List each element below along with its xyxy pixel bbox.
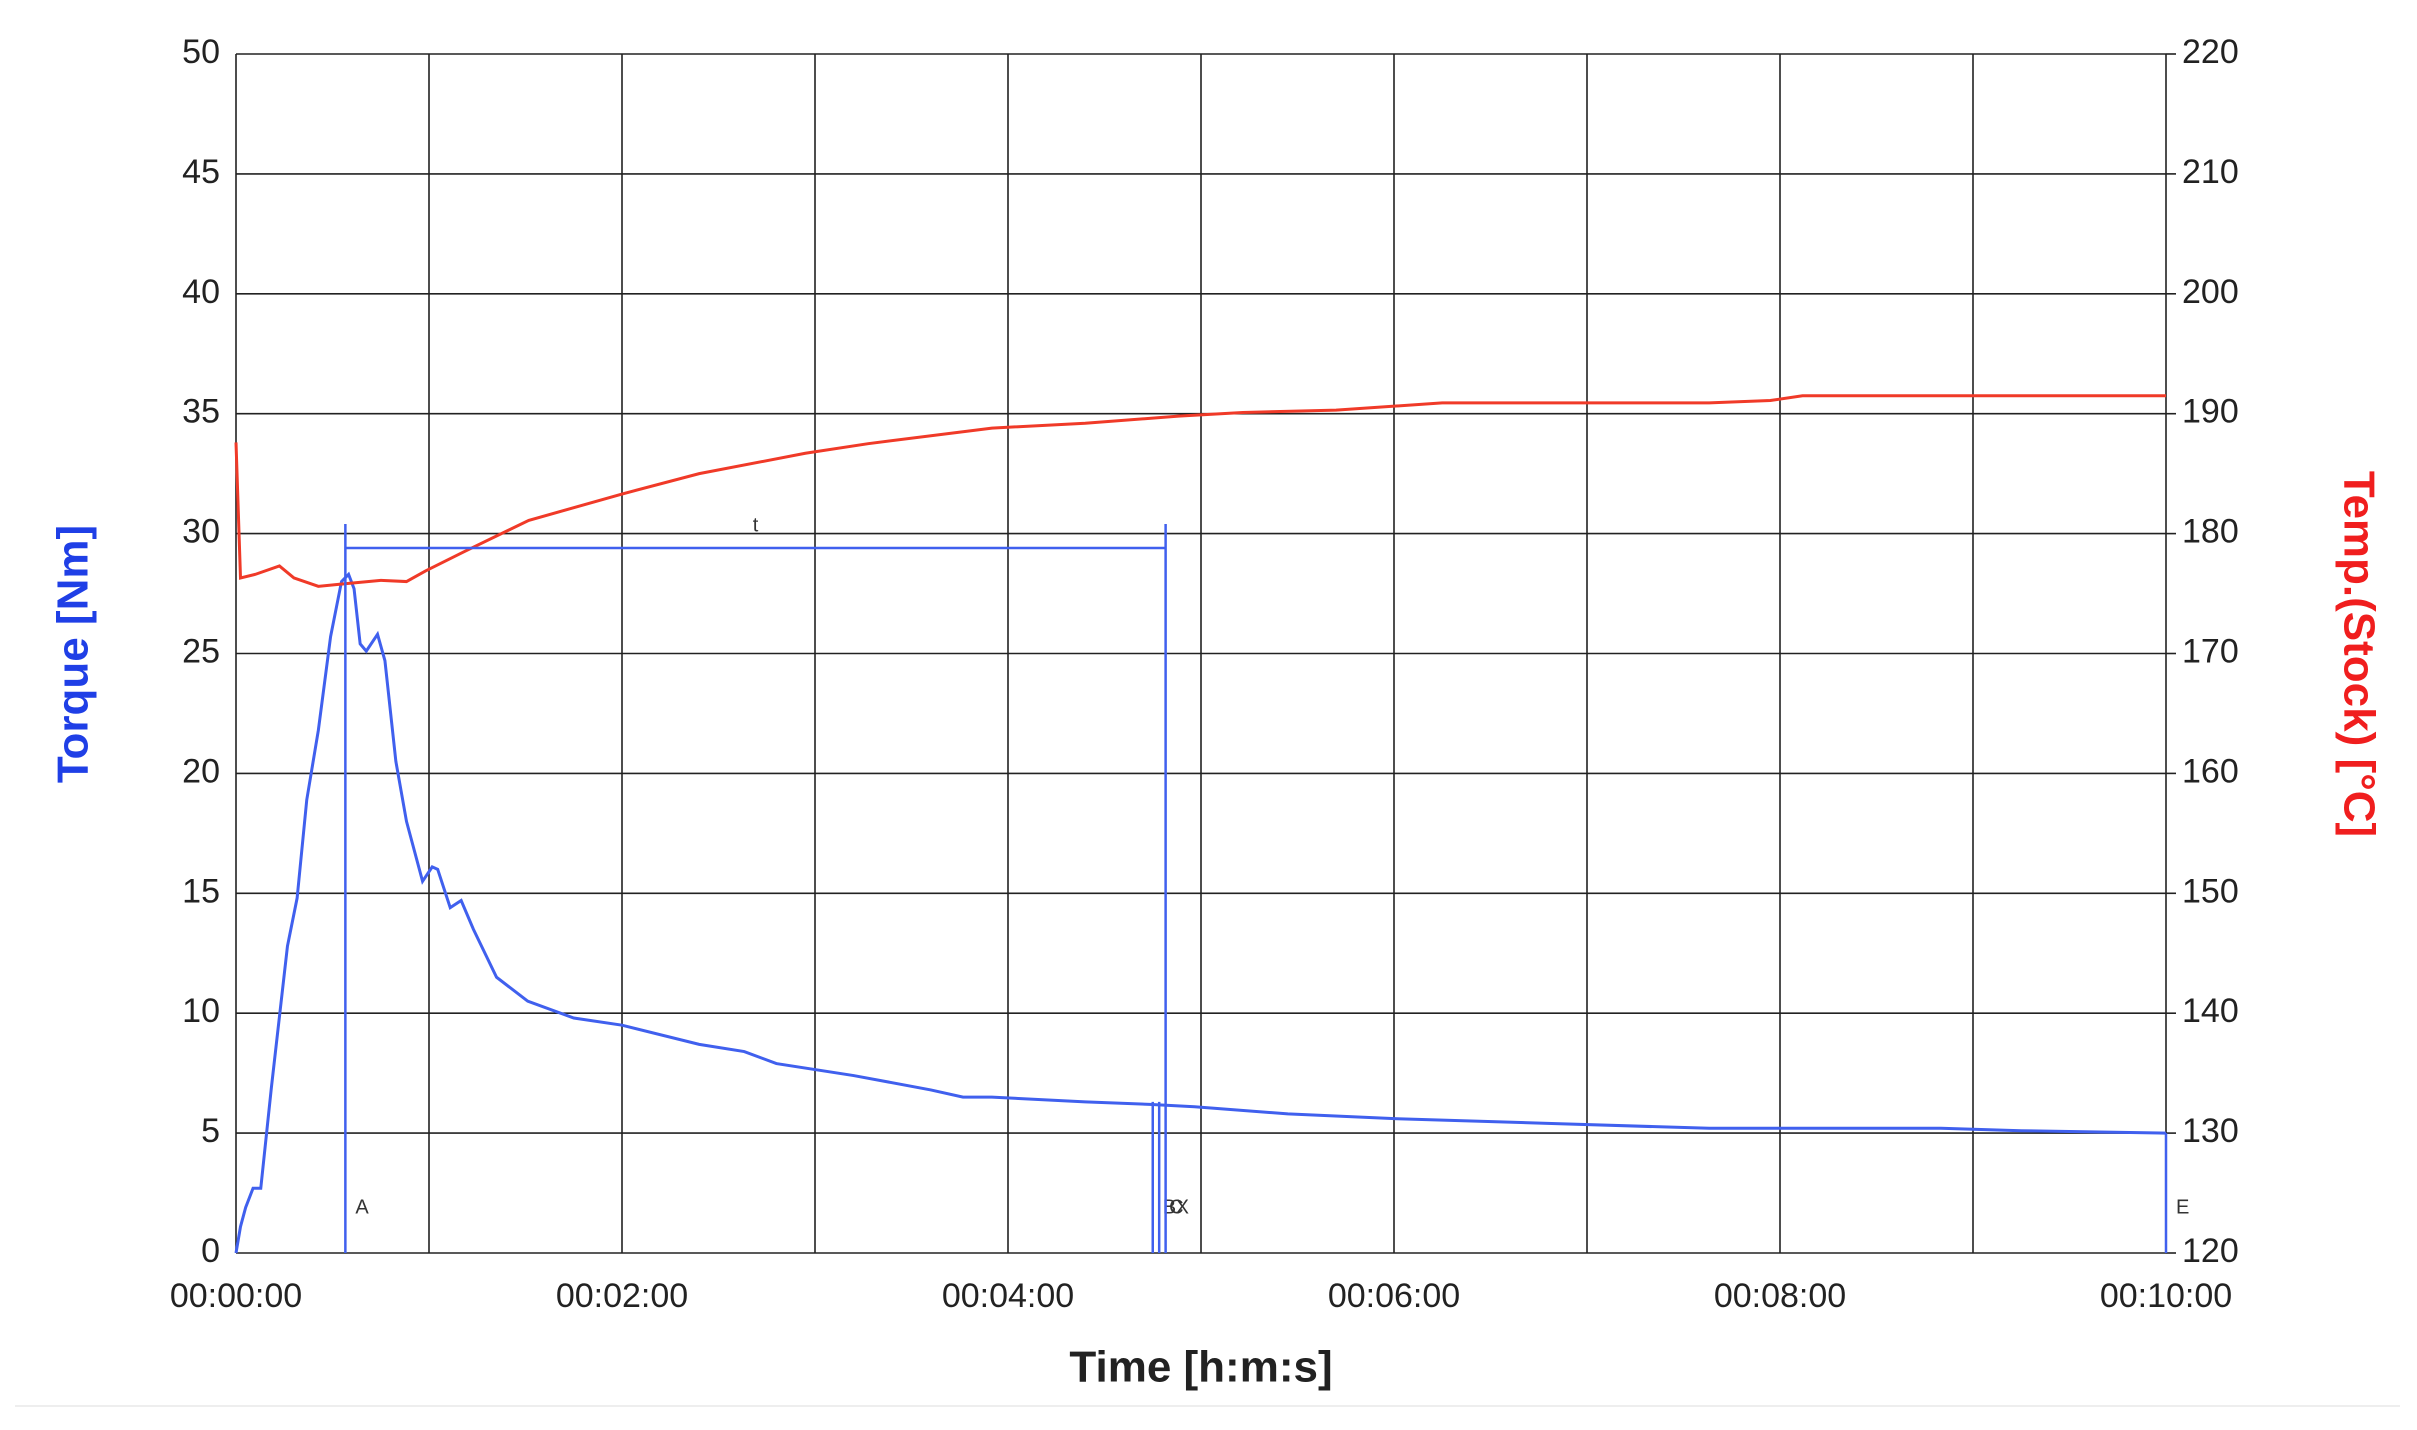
marker-label: A <box>355 1196 369 1218</box>
y2-tick-label: 150 <box>2182 872 2239 910</box>
x-tick-label: 00:00:00 <box>170 1277 302 1315</box>
y-tick-label: 35 <box>182 393 220 431</box>
y2-tick-label: 210 <box>2182 153 2239 191</box>
series-line <box>234 394 2166 588</box>
x-tick-label: 00:10:00 <box>2100 1277 2232 1315</box>
y-tick-label: 30 <box>182 513 220 551</box>
y-tick-label: 0 <box>201 1232 220 1270</box>
marker-label: E <box>2176 1196 2189 1218</box>
x-axis-title: Time [h:m:s] <box>1069 1343 1332 1392</box>
y-tick-label: 20 <box>182 752 220 790</box>
x-tick-label: 00:08:00 <box>1714 1277 1846 1315</box>
marker-label: X <box>1176 1196 1189 1218</box>
y2-tick-label: 220 <box>2182 33 2239 71</box>
y2-tick-label: 130 <box>2182 1112 2239 1150</box>
y2-tick-label: 140 <box>2182 992 2239 1030</box>
y-tick-label: 40 <box>182 273 220 311</box>
x-tick-label: 00:06:00 <box>1328 1277 1460 1315</box>
interval-label: t <box>753 514 759 536</box>
x-tick-label: 00:02:00 <box>556 1277 688 1315</box>
y2-axis-title: Temp.(Stock) [°C] <box>2334 471 2383 837</box>
y2-tick-label: 180 <box>2182 513 2239 551</box>
y2-tick-label: 200 <box>2182 273 2239 311</box>
y2-tick-label: 120 <box>2182 1232 2239 1270</box>
y-tick-label: 50 <box>182 33 220 71</box>
y-tick-label: 25 <box>182 632 220 670</box>
y-axis-title: Torque [Nm] <box>49 525 98 783</box>
y-tick-label: 45 <box>182 153 220 191</box>
marker-label: C <box>1169 1196 1183 1218</box>
y-tick-label: 10 <box>182 992 220 1030</box>
series-line <box>234 571 2167 1254</box>
y-tick-label: 15 <box>182 872 220 910</box>
y2-tick-label: 160 <box>2182 752 2239 790</box>
y2-tick-label: 190 <box>2182 393 2239 431</box>
y2-tick-label: 170 <box>2182 632 2239 670</box>
y-tick-label: 5 <box>201 1112 220 1150</box>
x-tick-label: 00:04:00 <box>942 1277 1074 1315</box>
